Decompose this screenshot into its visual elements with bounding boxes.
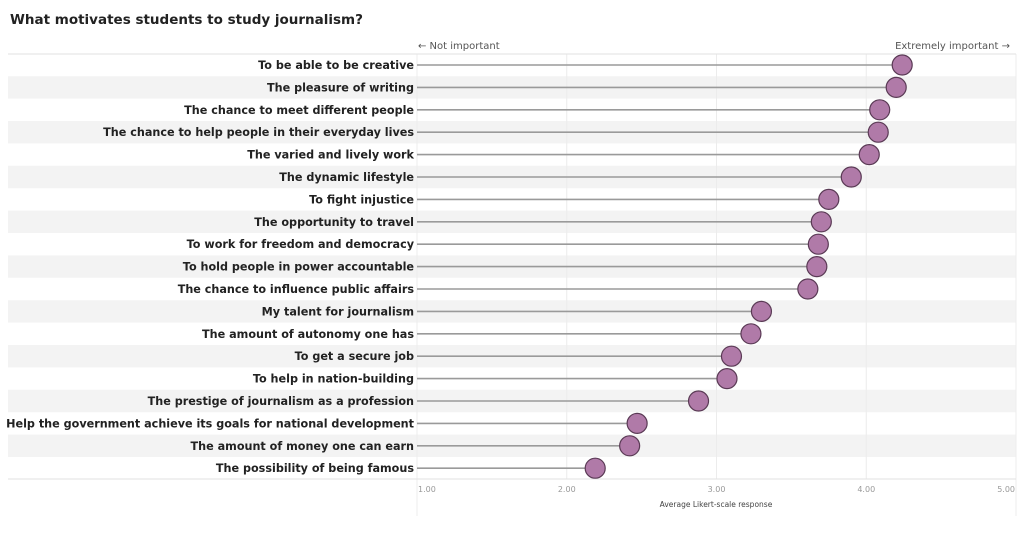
data-point[interactable] [797, 278, 819, 300]
data-point[interactable] [858, 144, 880, 166]
x-axis-label: Average Likert-scale response [660, 500, 773, 509]
not-important-hint: ← Not important [418, 41, 500, 52]
data-point[interactable] [626, 412, 648, 434]
category-label: To hold people in power accountable [183, 261, 415, 274]
category-label: My talent for journalism [262, 305, 414, 318]
data-point[interactable] [740, 323, 762, 345]
data-point[interactable] [806, 256, 828, 278]
chart-title: What motivates students to study journal… [10, 12, 363, 28]
data-point[interactable] [807, 233, 829, 255]
data-point[interactable] [810, 211, 832, 233]
x-tick-label: 5.00 [997, 485, 1015, 494]
data-point[interactable] [584, 457, 606, 479]
category-label: The chance to influence public affairs [178, 283, 415, 296]
category-label: To fight injustice [309, 193, 414, 206]
x-tick-label: 3.00 [708, 485, 726, 494]
data-point[interactable] [716, 368, 738, 390]
extremely-important-hint: Extremely important → [895, 41, 1010, 52]
data-point[interactable] [885, 76, 907, 99]
data-point[interactable] [818, 188, 840, 210]
category-label: The varied and lively work [247, 149, 414, 162]
category-label: To work for freedom and democracy [187, 238, 415, 251]
category-label: To get a secure job [295, 350, 414, 363]
category-label: Help the government achieve its goals fo… [6, 417, 415, 430]
data-point[interactable] [619, 435, 641, 457]
category-label: The amount of autonomy one has [202, 328, 414, 341]
data-point[interactable] [867, 121, 889, 143]
category-label: The amount of money one can earn [191, 440, 415, 453]
data-point[interactable] [891, 54, 913, 76]
x-tick-label: 4.00 [857, 485, 875, 494]
data-point[interactable] [720, 345, 743, 367]
category-label: The chance to help people in their every… [103, 126, 414, 139]
x-tick-label: 2.00 [558, 485, 576, 494]
data-point[interactable] [869, 99, 891, 121]
category-label: The opportunity to travel [254, 216, 414, 229]
category-label: The prestige of journalism as a professi… [148, 395, 414, 408]
x-tick-label: 1.00 [418, 485, 436, 494]
data-point[interactable] [687, 390, 710, 412]
category-label: The pleasure of writing [267, 81, 414, 94]
data-point[interactable] [840, 166, 862, 188]
category-label: The dynamic lifestyle [279, 171, 414, 184]
category-label: To help in nation-building [253, 373, 414, 386]
data-point[interactable] [750, 300, 773, 322]
category-label: The chance to meet different people [184, 104, 414, 117]
category-label: The possibility of being famous [216, 462, 414, 475]
category-label: To be able to be creative [258, 59, 414, 72]
